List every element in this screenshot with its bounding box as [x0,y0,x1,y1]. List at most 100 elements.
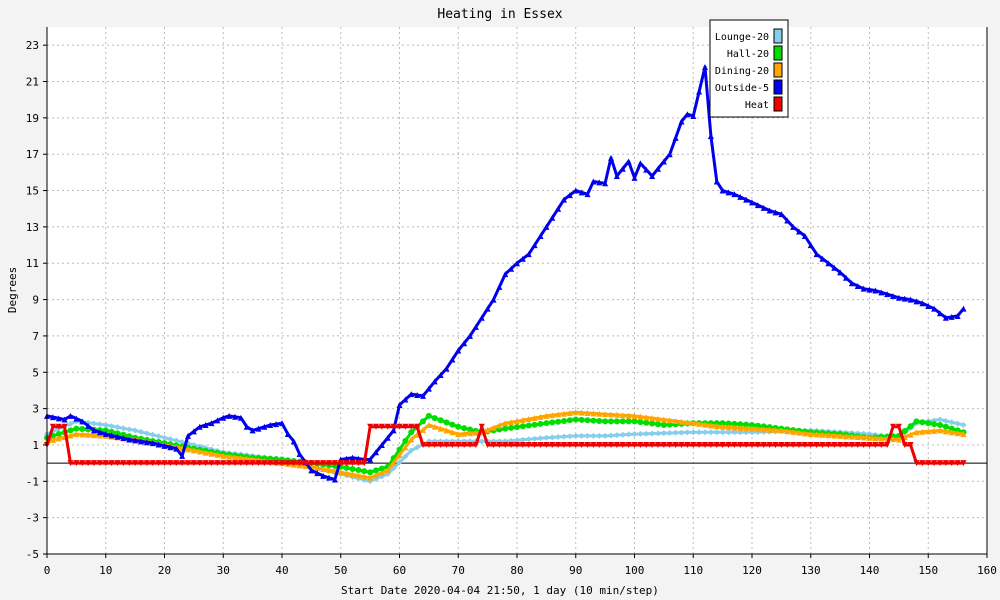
series-marker [302,460,309,467]
series-marker [637,160,644,167]
series-marker [232,460,238,467]
series-marker [373,472,379,479]
series-marker [713,441,720,448]
series-marker [561,433,567,440]
series-marker [819,255,826,262]
series-marker [296,460,303,467]
series-marker [608,432,614,439]
series-marker [138,438,144,445]
series-marker [749,421,755,428]
series-marker [766,441,773,448]
series-marker [461,441,468,448]
series-marker [890,292,896,299]
series-marker [490,441,497,448]
series-marker [702,421,708,428]
series-marker [649,173,656,180]
series-marker [120,425,127,432]
series-marker [907,431,914,438]
series-marker [901,295,908,302]
series-marker [349,454,356,461]
series-marker [608,418,614,425]
series-marker [449,441,456,448]
series-marker [555,433,562,440]
series-marker [655,441,661,448]
series-marker [555,418,562,425]
series-marker [102,421,109,428]
series-marker [942,460,949,467]
series-marker [114,433,121,440]
series-marker [208,450,215,457]
series-marker [190,460,197,467]
series-marker [813,251,820,258]
series-marker [702,429,708,436]
series-marker [519,255,526,262]
series-marker [731,441,738,448]
series-marker [602,411,609,418]
series-marker [584,432,591,439]
series-marker [149,440,156,447]
x-tick-labels: 0 10 20 30 40 50 60 70 80 90 100 110 120 130 140 150 160 [44,554,997,577]
series-marker [67,432,74,439]
series-marker [631,431,638,438]
series-marker [649,420,656,427]
series-marker [749,441,755,448]
series-marker [326,467,332,474]
series-marker [731,424,738,431]
series-marker [731,429,738,436]
series-marker [878,435,885,442]
series-marker [672,134,679,141]
series-marker [508,424,515,431]
series-marker [643,441,650,448]
series-marker [848,441,855,448]
series-marker [754,441,761,448]
series-marker [261,423,268,430]
series-marker [684,429,691,436]
series-marker [402,453,409,460]
series-marker [613,411,620,418]
series-marker [519,423,526,430]
series-marker [866,286,873,293]
series-marker [49,414,56,421]
series-marker [690,420,697,427]
series-marker [408,391,415,398]
series-marker [784,217,791,224]
series-marker [343,464,350,471]
series-marker [737,193,744,200]
series-marker [901,441,908,448]
series-marker [467,441,473,448]
series-marker [185,460,191,467]
series-marker [390,423,397,430]
series-marker [525,416,532,423]
series-marker [825,432,832,439]
series-marker [913,460,920,467]
series-marker [490,424,497,431]
series-marker [743,421,750,428]
y-tick-label: 19 [26,112,39,125]
series-marker [514,418,520,425]
series-marker [502,271,509,278]
series-marker [425,412,432,419]
x-tick-label: 70 [452,564,465,577]
series-marker [866,441,873,448]
series-marker [402,396,409,403]
series-marker [143,439,150,446]
series-marker [872,287,879,294]
series-marker [79,431,86,438]
series-marker [519,441,526,448]
series-marker [713,178,720,185]
series-marker [901,428,908,435]
series-marker [190,428,197,435]
series-marker [537,413,544,420]
series-marker [907,441,914,448]
x-tick-label: 110 [683,564,703,577]
series-marker [531,441,538,448]
series-marker [942,314,949,321]
series-marker [179,452,186,459]
series-marker [108,428,115,435]
series-marker [226,453,233,460]
series-marker [772,441,779,448]
series-marker [361,468,368,475]
series-marker [179,460,186,467]
